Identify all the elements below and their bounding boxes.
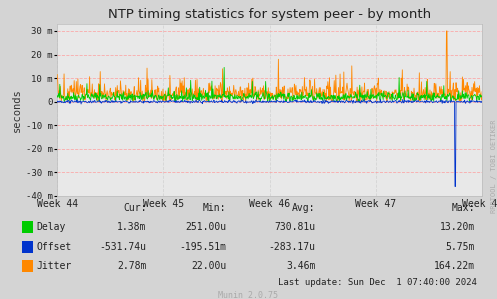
Text: 13.20m: 13.20m bbox=[439, 222, 475, 232]
Text: 2.78m: 2.78m bbox=[117, 261, 147, 271]
Text: Cur:: Cur: bbox=[123, 203, 147, 213]
Text: 5.75m: 5.75m bbox=[445, 242, 475, 252]
Text: 22.00u: 22.00u bbox=[191, 261, 226, 271]
Text: 164.22m: 164.22m bbox=[433, 261, 475, 271]
Text: 730.81u: 730.81u bbox=[274, 222, 316, 232]
Text: Max:: Max: bbox=[451, 203, 475, 213]
Title: NTP timing statistics for system peer - by month: NTP timing statistics for system peer - … bbox=[108, 8, 431, 21]
Text: Offset: Offset bbox=[36, 242, 72, 252]
Text: RRDTOOL / TOBI OETIKER: RRDTOOL / TOBI OETIKER bbox=[491, 120, 497, 213]
Text: Delay: Delay bbox=[36, 222, 66, 232]
Text: 251.00u: 251.00u bbox=[185, 222, 226, 232]
Text: Munin 2.0.75: Munin 2.0.75 bbox=[219, 291, 278, 299]
Text: 1.38m: 1.38m bbox=[117, 222, 147, 232]
Text: -195.51m: -195.51m bbox=[179, 242, 226, 252]
Text: -531.74u: -531.74u bbox=[99, 242, 147, 252]
Text: -283.17u: -283.17u bbox=[268, 242, 316, 252]
Text: Min:: Min: bbox=[203, 203, 226, 213]
Text: Jitter: Jitter bbox=[36, 261, 72, 271]
Text: 3.46m: 3.46m bbox=[286, 261, 316, 271]
Text: Avg:: Avg: bbox=[292, 203, 316, 213]
Text: Last update: Sun Dec  1 07:40:00 2024: Last update: Sun Dec 1 07:40:00 2024 bbox=[278, 278, 477, 287]
Y-axis label: seconds: seconds bbox=[12, 88, 22, 132]
